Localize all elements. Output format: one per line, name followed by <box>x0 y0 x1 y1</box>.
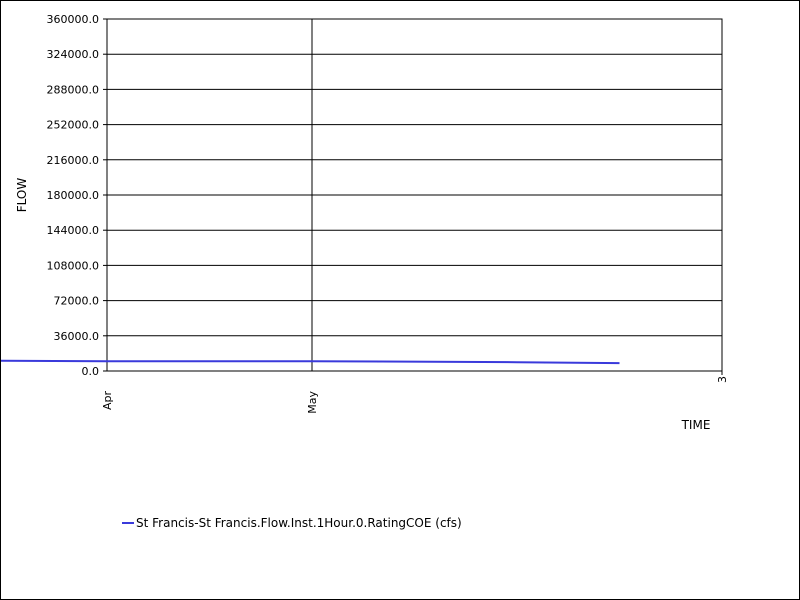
y-tick-label-6: 216000.0 <box>47 154 100 167</box>
legend-label-0: St Francis-St Francis.Flow.Inst.1Hour.0.… <box>136 516 462 530</box>
month-label-1: May <box>306 391 319 414</box>
y-tick-label-2: 72000.0 <box>54 295 100 308</box>
y-tick-label-1: 36000.0 <box>54 330 100 343</box>
y-tick-label-9: 324000.0 <box>47 48 100 61</box>
y-tick-label-5: 180000.0 <box>47 189 100 202</box>
month-label-0: Apr <box>101 391 114 411</box>
x-axis-title: TIME <box>681 418 711 432</box>
y-tick-label-0: 0.0 <box>82 365 100 378</box>
y-axis-title: FLOW <box>15 178 29 213</box>
x-tick-label-14: 3 <box>716 376 729 383</box>
y-tick-label-4: 144000.0 <box>47 224 100 237</box>
y-tick-label-10: 360000.0 <box>47 13 100 26</box>
y-tick-label-8: 288000.0 <box>47 83 100 96</box>
y-tick-label-7: 252000.0 <box>47 119 100 132</box>
y-tick-label-3: 108000.0 <box>47 259 100 272</box>
